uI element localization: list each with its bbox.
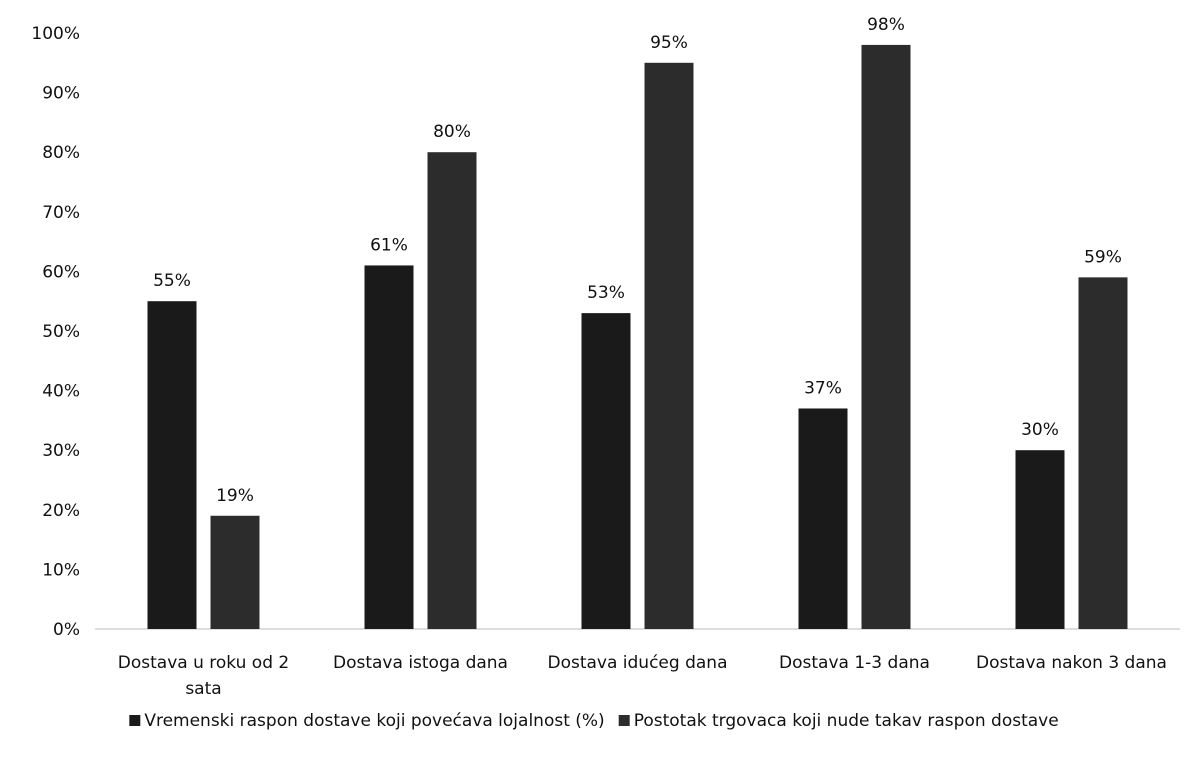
y-tick-label: 20% — [42, 501, 80, 521]
bars — [147, 44, 1128, 630]
bar-series-2 — [861, 44, 911, 630]
category-label: Dostava nakon 3 dana — [976, 653, 1167, 673]
axes: 0% 10% 20% 30% 40% 50% 60% 70% 80% 90% 100% — [31, 24, 1180, 640]
data-label: 30% — [1021, 420, 1059, 440]
y-tick-label: 80% — [42, 143, 80, 163]
bar-series-2 — [210, 515, 260, 629]
category-label: Dostava istoga dana — [333, 653, 508, 673]
y-tick-label: 100% — [31, 24, 80, 44]
category-label: Dostava 1-3 dana — [779, 653, 930, 673]
data-label: 53% — [587, 283, 625, 303]
bar-series-2 — [644, 62, 694, 630]
data-label: 98% — [867, 15, 905, 35]
legend-label: Vremenski raspon dostave koji povećava l… — [144, 711, 604, 731]
y-tick-label: 90% — [42, 84, 80, 104]
bar-series-1 — [364, 265, 414, 629]
category-label: Dostava u roku od 2 — [118, 653, 289, 673]
bar-series-2 — [1078, 277, 1128, 629]
category-label: Dostava idućeg dana — [547, 653, 727, 673]
data-labels: 55% 19% 61% 80% 53% 95% 37% 98% 30% 59% — [153, 15, 1122, 506]
category-labels: Dostava u roku od 2 sata Dostava istoga da… — [118, 653, 1167, 699]
data-label: 37% — [804, 378, 842, 398]
y-tick-label: 30% — [42, 441, 80, 461]
data-label: 55% — [153, 271, 191, 291]
data-label: 95% — [650, 33, 688, 53]
bar-series-1 — [147, 301, 197, 629]
data-label: 61% — [370, 235, 408, 255]
y-tick-label: 60% — [42, 262, 80, 282]
y-tick-label: 10% — [42, 560, 80, 580]
bar-series-1 — [1015, 450, 1065, 629]
legend: Vremenski raspon dostave koji povećava l… — [129, 711, 1059, 731]
data-label: 80% — [433, 122, 471, 142]
legend-label: Postotak trgovaca koji nude takav raspon… — [634, 711, 1059, 731]
bar-series-2 — [427, 152, 477, 629]
legend-swatch — [129, 715, 141, 726]
y-tick-label: 40% — [42, 382, 80, 402]
bar-series-1 — [798, 408, 848, 629]
bar-series-1 — [581, 313, 631, 629]
y-tick-label: 50% — [42, 322, 80, 342]
data-label: 59% — [1084, 247, 1122, 267]
category-label: sata — [185, 679, 221, 699]
data-label: 19% — [216, 486, 254, 506]
legend-swatch — [618, 715, 630, 726]
y-tick-label: 0% — [53, 620, 80, 640]
y-tick-label: 70% — [42, 203, 80, 223]
